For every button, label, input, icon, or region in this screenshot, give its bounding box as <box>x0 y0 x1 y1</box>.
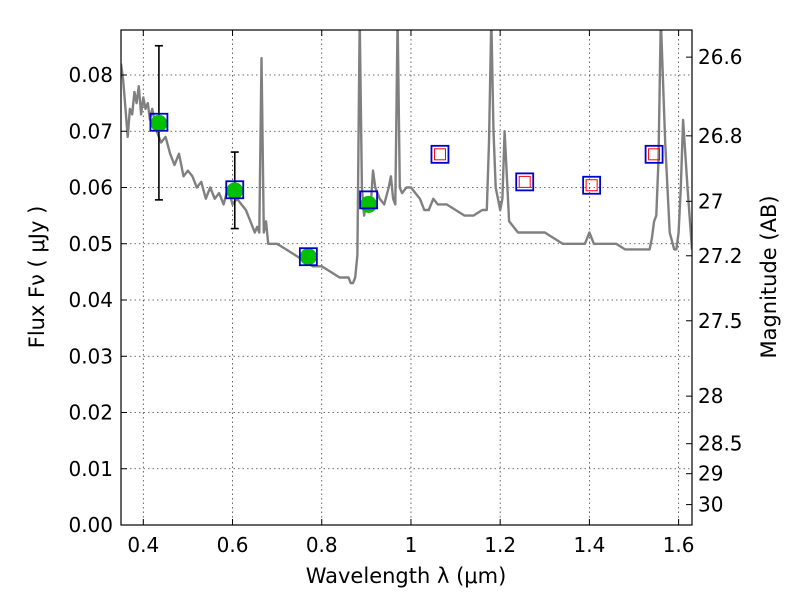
upper-limit-point <box>518 175 531 188</box>
upper-limit-point <box>433 148 446 161</box>
model-point <box>515 172 535 192</box>
mag-tick-label: 26.6 <box>698 45 743 69</box>
model-point <box>359 190 378 210</box>
y-tick-label: 0.07 <box>68 119 113 143</box>
x-tick-label: 1.4 <box>573 533 605 557</box>
mag-tick-label: 28 <box>698 384 723 408</box>
right-axis-label: Magnitude (AB) <box>757 195 781 358</box>
model-point <box>298 247 318 267</box>
axis-ticks <box>121 30 692 526</box>
x-tick-label: 0.8 <box>306 533 338 557</box>
mag-tick-label: 27 <box>698 189 723 213</box>
y-tick-label: 0.06 <box>68 176 113 200</box>
x-tick-label: 0.4 <box>127 533 159 557</box>
y-tick-label: 0.01 <box>68 457 113 481</box>
model-point <box>225 180 245 200</box>
spectrum-line <box>121 30 692 285</box>
upper-limit-point <box>648 148 661 161</box>
upper-limit-markers <box>433 148 661 192</box>
upper-limit-point <box>585 179 598 192</box>
grid-lines <box>121 30 692 526</box>
y-tick-label: 0.08 <box>68 63 113 87</box>
error-bars <box>154 44 239 230</box>
x-tick-labels: 0.4 0.6 0.8 1 1.2 1.4 1.6 <box>127 533 694 557</box>
mag-tick-label: 27.5 <box>698 309 743 333</box>
y-axis-label: Flux Fν ( μJy ) <box>25 206 49 349</box>
y-tick-label: 0.05 <box>68 232 113 256</box>
mag-tick-label: 30 <box>698 493 723 517</box>
y-tick-label: 0.00 <box>68 513 113 537</box>
x-tick-label: 1.2 <box>484 533 516 557</box>
plot-frame <box>120 29 693 526</box>
model-point <box>430 144 450 164</box>
observed-point <box>150 114 168 132</box>
observed-point <box>226 182 244 200</box>
observed-point <box>299 248 317 266</box>
observed-point <box>360 195 378 213</box>
mag-tick-label: 26.8 <box>698 124 743 148</box>
x-tick-label: 0.6 <box>217 533 249 557</box>
mag-tick-label: 27.2 <box>698 244 743 268</box>
y-tick-label: 0.03 <box>68 344 113 368</box>
model-point <box>149 112 169 132</box>
model-spectrum <box>121 30 692 285</box>
y-tick-label: 0.02 <box>68 401 113 425</box>
y-tick-label: 0.04 <box>68 288 113 312</box>
model-point <box>582 175 602 195</box>
model-point <box>644 144 664 164</box>
mag-tick-label: 29 <box>698 462 723 486</box>
x-axis-label: Wavelength λ (μm) <box>306 564 507 588</box>
x-tick-label: 1.6 <box>663 533 695 557</box>
model-photometry <box>149 112 664 267</box>
y-tick-labels: 0.00 0.01 0.02 0.03 0.04 0.05 0.06 0.07 0.08 <box>68 63 113 537</box>
mag-tick-label: 28.5 <box>698 432 743 456</box>
magnitude-tick-labels: 26.6 26.8 27 27.2 27.5 28 28.5 29 30 <box>698 45 743 516</box>
x-tick-label: 1 <box>405 533 418 557</box>
